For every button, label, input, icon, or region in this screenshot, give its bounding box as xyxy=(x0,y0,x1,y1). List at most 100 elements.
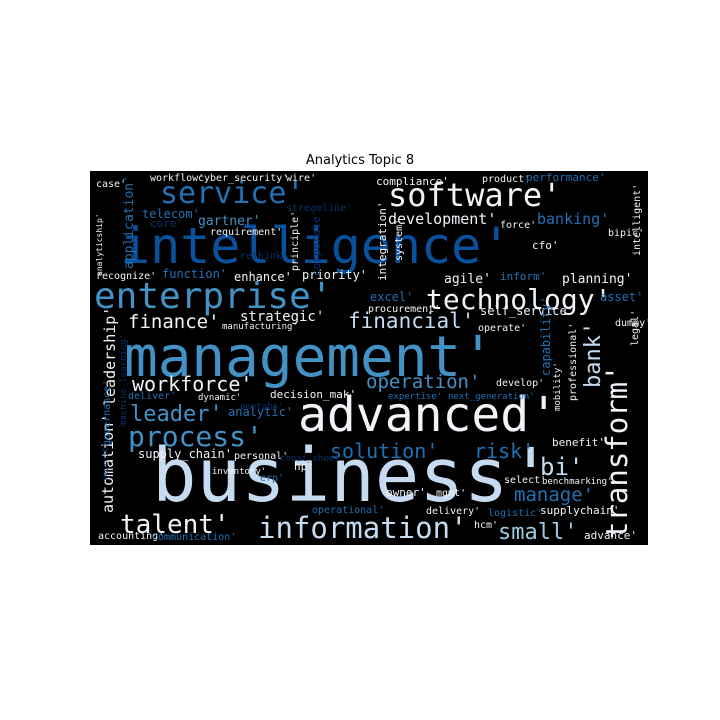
word-principle: principle' xyxy=(290,211,301,271)
word-mobility: mobility' xyxy=(553,362,563,411)
word-process: process' xyxy=(128,420,263,453)
word-transform: transform' xyxy=(600,364,634,539)
word-bank: bank' xyxy=(581,322,606,388)
word-hcm: hcm' xyxy=(474,520,498,531)
word-application: application' xyxy=(122,175,137,269)
word-erp: erp' xyxy=(260,473,284,484)
word-next-generation: next_generation' xyxy=(448,392,535,402)
word-function: function' xyxy=(162,267,227,281)
word-capability: capability' xyxy=(539,297,553,376)
word-agile: agile' xyxy=(444,272,491,287)
word-logistic: logistic' xyxy=(488,508,542,519)
word-accounting: accounting' xyxy=(98,531,164,542)
word-manufacturing: manufacturing' xyxy=(222,322,298,332)
word-decision-mak: decision_mak' xyxy=(270,388,356,401)
word-analyticship: analyticship' xyxy=(95,213,104,276)
word-legal: legal' xyxy=(630,310,641,346)
word-workflow: workflow' xyxy=(150,173,204,184)
word-wire: wire' xyxy=(286,173,316,184)
word-recruit: recruit' xyxy=(101,442,110,481)
word-integration: integration' xyxy=(376,202,389,281)
word-communication: communication' xyxy=(152,532,236,543)
word-leader: leader' xyxy=(130,402,223,427)
word-automation: automation' xyxy=(99,414,117,513)
word-case: case' xyxy=(96,179,126,190)
word-system: system' xyxy=(394,219,405,261)
word-develop: develop' xyxy=(496,378,544,389)
word-risk: risk' xyxy=(474,439,534,463)
word-machine-learning: machine_learning' xyxy=(119,334,129,426)
word-governance: governance' xyxy=(102,380,113,446)
word-inventory: inventory' xyxy=(212,467,266,477)
word-delivery: delivery' xyxy=(426,506,480,517)
word-procurement: procurement' xyxy=(368,304,440,315)
word-advance: advance' xyxy=(584,529,637,542)
word-talent: talent' xyxy=(120,510,230,540)
word-compliance: compliance' xyxy=(376,175,449,188)
word-management: management' xyxy=(124,325,495,390)
word-excel: excel' xyxy=(370,290,413,304)
word-asset: asset' xyxy=(600,290,643,304)
word-operation: operation' xyxy=(366,371,480,393)
word-personal: personal' xyxy=(234,451,288,462)
word-intelligent: intelligent' xyxy=(632,184,643,256)
word-product: product' xyxy=(482,174,530,185)
word-benchmarking: benchmarking' xyxy=(542,477,612,487)
word-streamline: streamline' xyxy=(286,203,352,214)
word-bi: bi' xyxy=(540,453,583,481)
word-supplychain: supplychain' xyxy=(540,504,619,517)
word-business: business' xyxy=(152,433,553,519)
word-self-service: self_service' xyxy=(480,304,574,318)
word-operational: operational' xyxy=(312,505,384,516)
word-cfo: cfo' xyxy=(532,239,559,252)
word-rethink: rethink' xyxy=(240,251,288,262)
word-solution: solution' xyxy=(330,439,438,463)
word-inform: inform' xyxy=(500,270,546,283)
word-mgmt: mgmt' xyxy=(436,488,466,499)
word-deliver: deliver' xyxy=(128,391,176,402)
word-hp: hp' xyxy=(294,460,314,473)
word-dummy: dummy' xyxy=(615,318,648,329)
word-enhance: enhance' xyxy=(234,270,292,284)
word-workforce: workforce' xyxy=(132,372,252,396)
word-technology: technology' xyxy=(426,283,611,316)
word-analytic: analytic' xyxy=(228,405,293,419)
word-leadership: leadership' xyxy=(101,307,119,406)
word-advanced: advanced' xyxy=(298,387,558,443)
word-cloud: business' management' intelligence' advance… xyxy=(90,171,648,545)
word-service: service' xyxy=(160,176,305,211)
word-telecom: telecom' xyxy=(142,207,200,221)
chart-title: Analytics Topic 8 xyxy=(305,153,415,168)
word-software: software' xyxy=(388,176,561,214)
word-core: core' xyxy=(150,217,183,230)
word-performance: performance' xyxy=(526,171,605,184)
word-corporate: corporate' xyxy=(310,210,323,276)
word-force: force' xyxy=(500,220,536,231)
word-information: information' xyxy=(258,511,468,545)
word-priority: priority' xyxy=(302,268,367,282)
word-enterprise: enterprise' xyxy=(94,276,332,317)
word-cyber-security: cyber_security' xyxy=(198,173,288,184)
word-benefit: benefit' xyxy=(552,436,605,449)
word-strategic: strategic' xyxy=(240,309,324,325)
word-supply-chain: supply_chain' xyxy=(138,447,232,461)
word-owner: owner' xyxy=(386,486,426,499)
word-manage: manage' xyxy=(514,484,594,506)
word-planning: planning' xyxy=(562,272,632,287)
word-professional: professional' xyxy=(568,323,579,401)
word-finance: finance' xyxy=(128,311,220,333)
word-operate: operate' xyxy=(478,323,526,334)
word-intelligence: intelligence' xyxy=(120,217,511,275)
word-development: development' xyxy=(388,210,496,228)
word-cloud-canvas: business' management' intelligence' advance… xyxy=(90,171,648,545)
word-requirement: requirement' xyxy=(210,227,282,238)
word-banking: banking' xyxy=(537,210,609,228)
word-dynamic: dynamic' xyxy=(198,393,241,403)
word-recognize: recognize' xyxy=(96,271,156,282)
word-pentaho: pentaho' xyxy=(240,402,283,412)
word-small: small' xyxy=(498,520,577,545)
word-cheat-sheet: cheat_sheet' xyxy=(280,454,345,464)
word-select: select' xyxy=(504,475,546,486)
word-gartner: gartner' xyxy=(198,214,261,229)
